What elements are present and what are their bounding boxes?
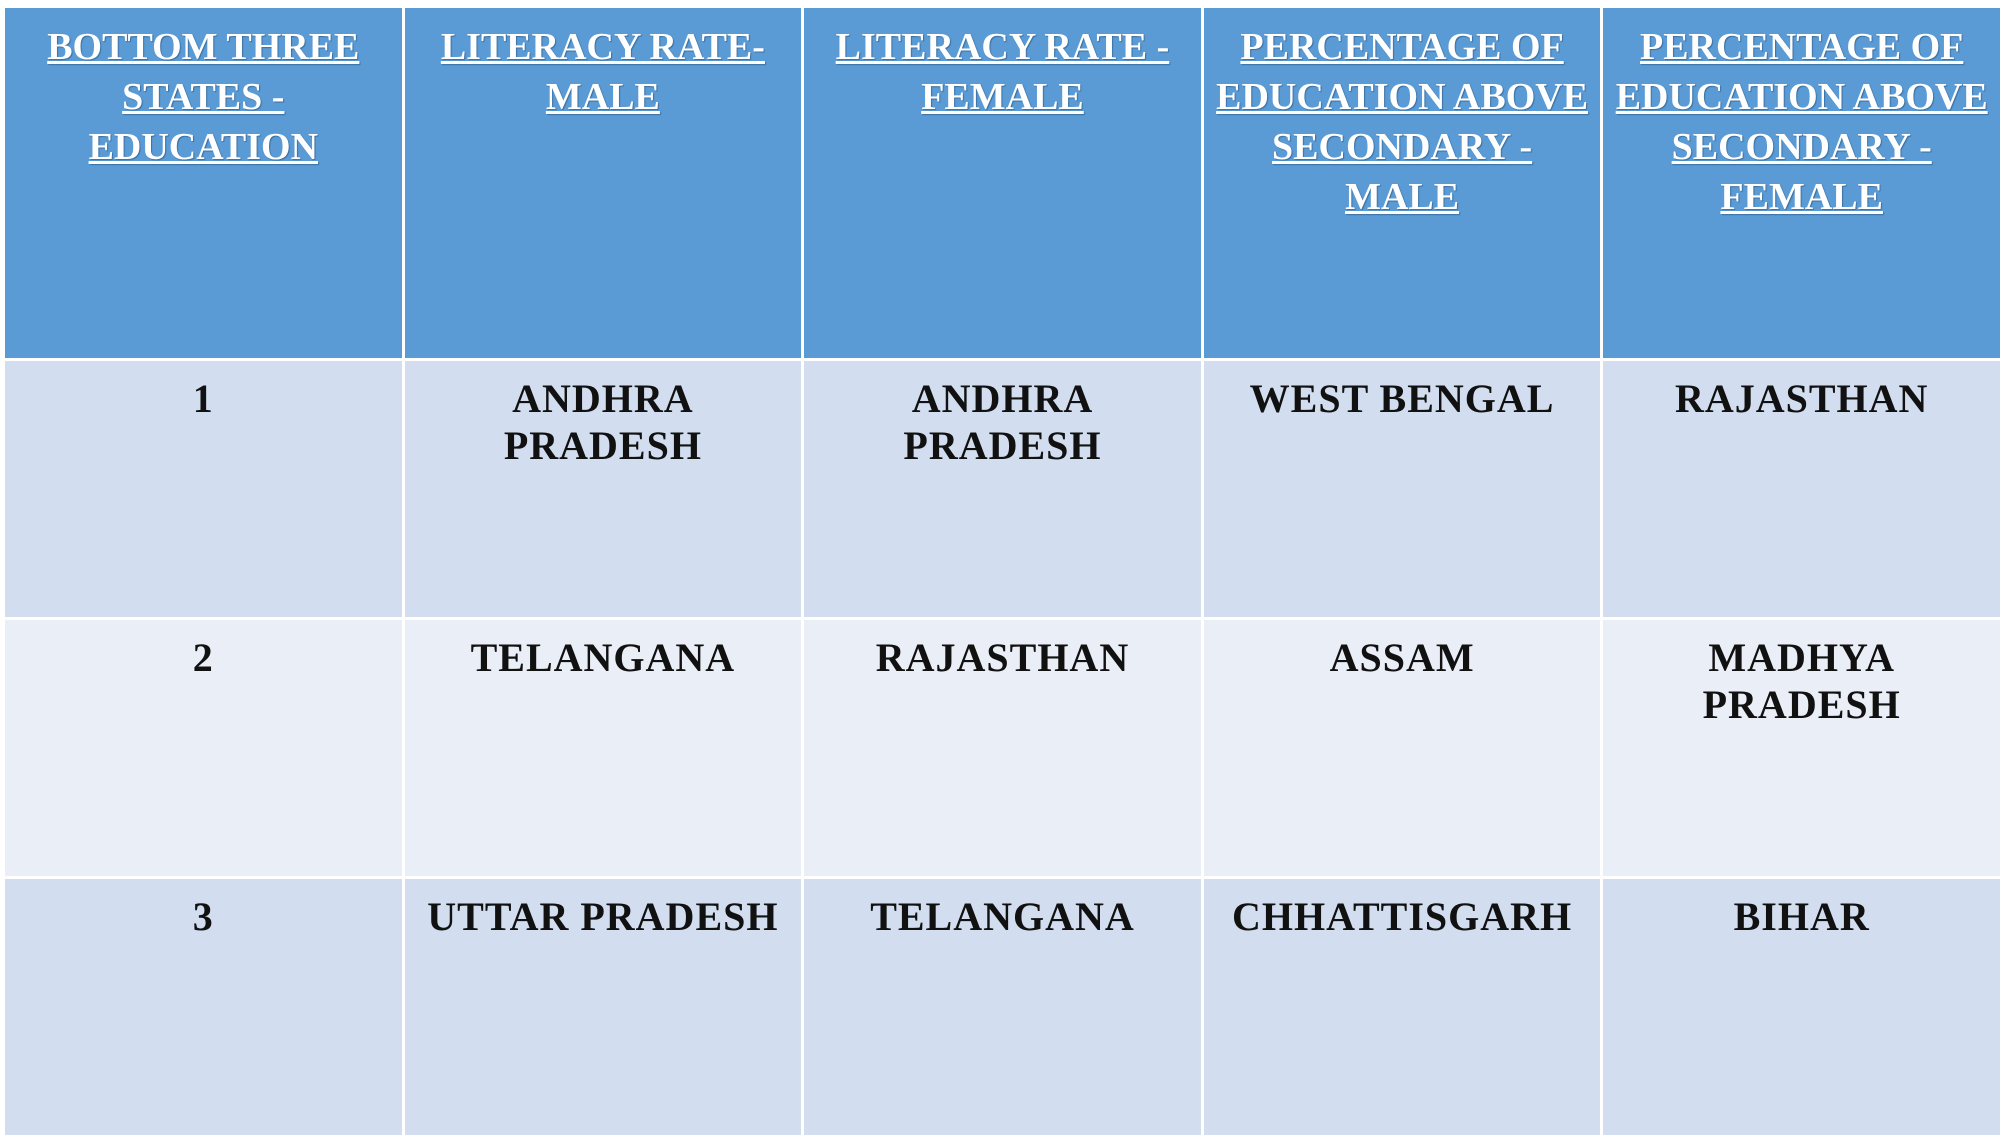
state-cell: CHHATTISGARH — [1200, 876, 1604, 1138]
state-cell: TELANGANA — [401, 617, 805, 879]
state-cell: ASSAM — [1200, 617, 1604, 879]
education-table: BOTTOM THREE STATES - EDUCATION LITERACY … — [2, 5, 2003, 1138]
header-cell: PERCENTAGE OF EDUCATION ABOVE SECONDARY … — [1200, 5, 1604, 361]
state-cell: UTTAR PRADESH — [401, 876, 805, 1138]
rank-cell: 2 — [2, 617, 405, 879]
header-cell: PERCENTAGE OF EDUCATION ABOVE SECONDARY … — [1600, 5, 2003, 361]
header-row: BOTTOM THREE STATES - EDUCATION LITERACY … — [2, 5, 2003, 361]
state-cell: MADHYA PRADESH — [1600, 617, 2003, 879]
state-cell: BIHAR — [1600, 876, 2003, 1138]
state-cell: WEST BENGAL — [1200, 358, 1604, 620]
table-row: 1 ANDHRA PRADESH ANDHRA PRADESH WEST BENGAL… — [2, 358, 2003, 620]
state-cell: TELANGANA — [801, 876, 1204, 1138]
table-row: 3 UTTAR PRADESH TELANGANA CHHATTISGARH BIHAR — [2, 876, 2003, 1138]
rank-cell: 1 — [2, 358, 405, 620]
state-cell: ANDHRA PRADESH — [801, 358, 1204, 620]
header-cell: BOTTOM THREE STATES - EDUCATION — [2, 5, 405, 361]
state-cell: RAJASTHAN — [1600, 358, 2003, 620]
rank-cell: 3 — [2, 876, 405, 1138]
state-cell: ANDHRA PRADESH — [401, 358, 805, 620]
header-cell: LITERACY RATE- MALE — [401, 5, 805, 361]
state-cell: RAJASTHAN — [801, 617, 1204, 879]
table-row: 2 TELANGANA RAJASTHAN ASSAM MADHYA PRADESH — [2, 617, 2003, 879]
header-cell: LITERACY RATE - FEMALE — [801, 5, 1204, 361]
